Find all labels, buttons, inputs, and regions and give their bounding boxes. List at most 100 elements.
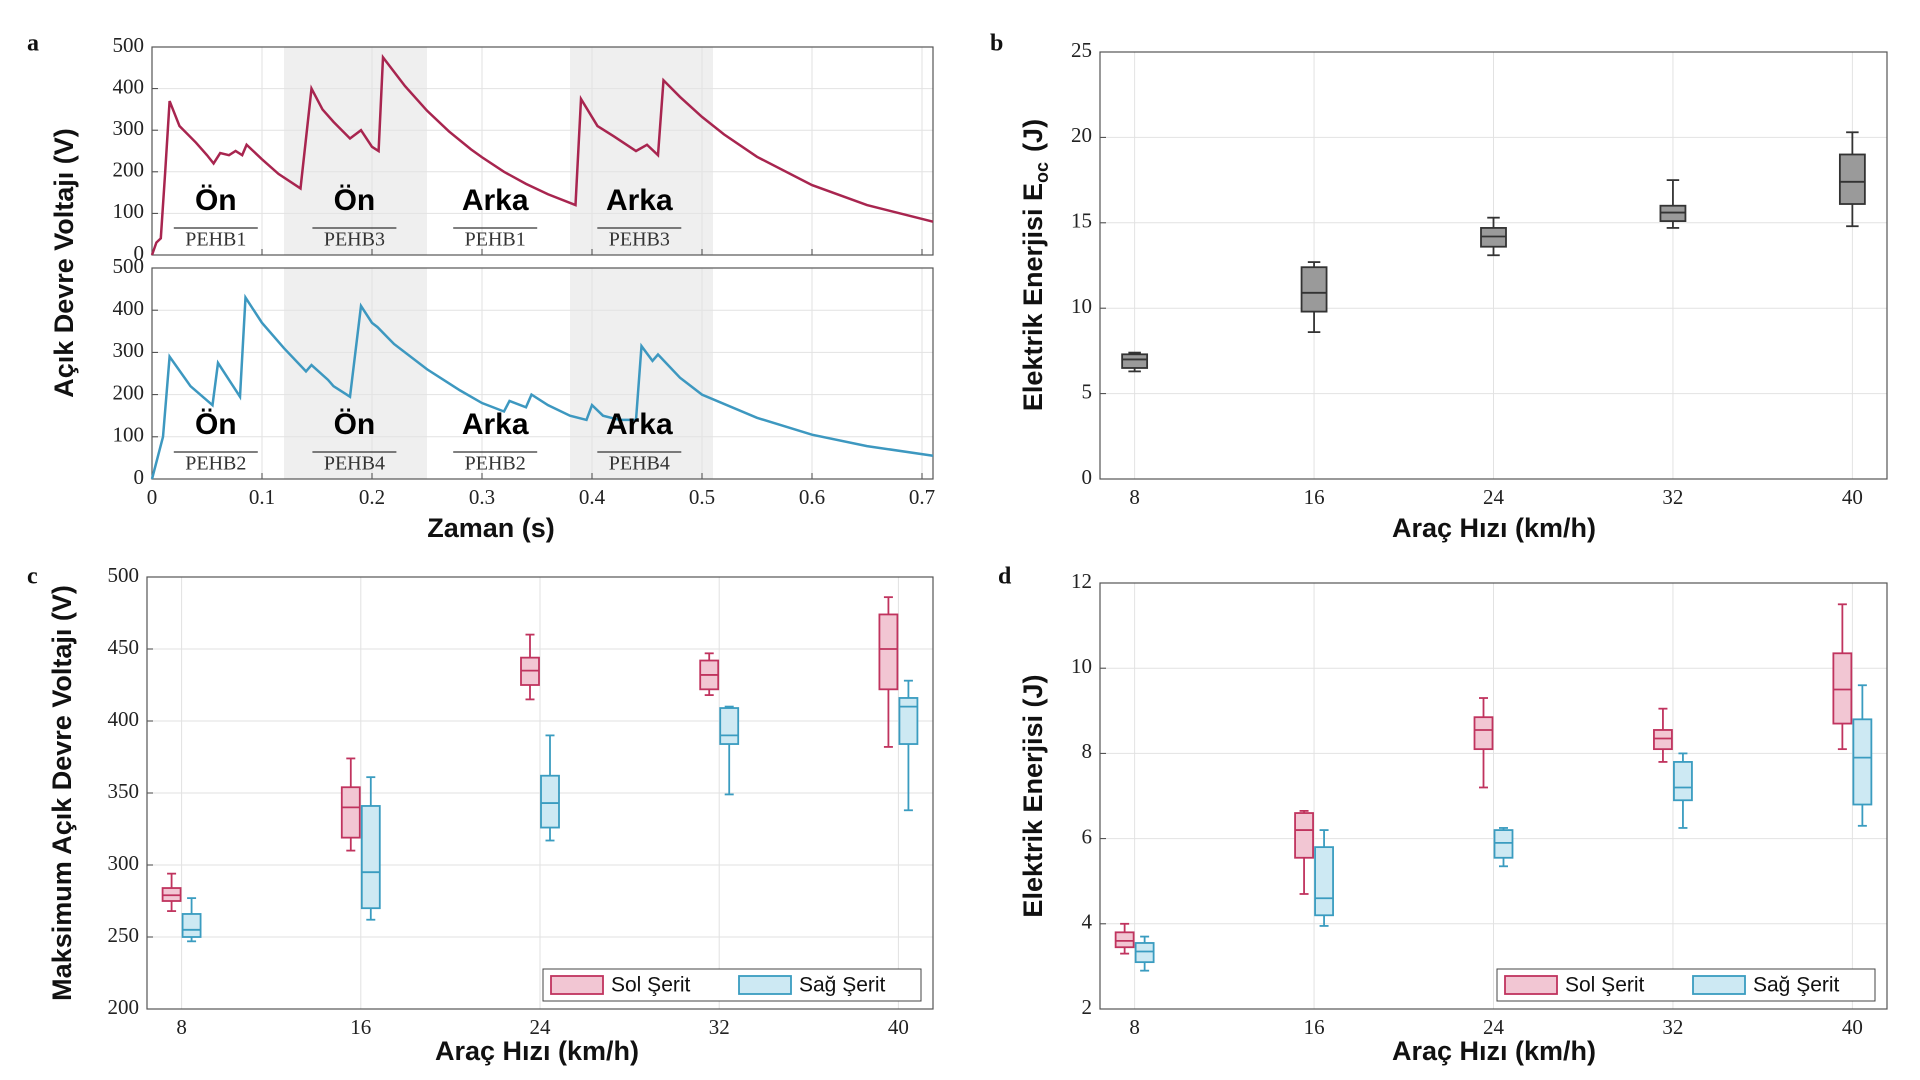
box: [1838, 153, 1866, 205]
y-axis-label-text: Açık Devre Voltajı (V): [49, 128, 79, 398]
y-tick-label: 300: [113, 116, 145, 140]
x-tick-label: 32: [709, 1015, 730, 1039]
y-tick-label: 300: [113, 338, 145, 362]
box: [898, 697, 919, 745]
annotation-sublabel: PEHB4: [324, 453, 385, 475]
annotation-label: Ön: [334, 184, 376, 217]
box: [1121, 353, 1149, 369]
y-tick-label: 10: [1071, 294, 1092, 318]
y-tick-label: 500: [108, 563, 140, 587]
y-axis-label-sub: oc: [1032, 162, 1052, 183]
annotation-label: Ön: [195, 408, 237, 441]
box: [1473, 716, 1494, 751]
annotation-label: Ön: [334, 408, 376, 441]
box: [1493, 829, 1514, 859]
voltage-line: [150, 293, 934, 480]
box: [1673, 761, 1693, 802]
legend-label: Sol Şerit: [1565, 974, 1645, 997]
y-tick-label: 100: [113, 423, 145, 447]
x-tick-label: 16: [1304, 485, 1325, 509]
x-tick-label: 0.5: [689, 485, 715, 509]
box: [360, 805, 381, 910]
box: [1134, 942, 1155, 964]
x-tick-label: 0.7: [909, 485, 935, 509]
annotation-label: Ön: [195, 184, 237, 217]
x-tick-label: 24: [530, 1015, 552, 1039]
panel-label: c: [27, 564, 38, 590]
annotation-label: Arka: [606, 408, 673, 441]
y-axis-label: Elektrik Enerjisi Eoc (J): [1018, 119, 1052, 411]
legend-label: Sağ Şerit: [799, 974, 886, 997]
box: [1653, 729, 1673, 751]
x-tick-label: 8: [1129, 485, 1140, 509]
y-tick-label: 0: [134, 465, 145, 489]
annotation-sublabel: PEHB1: [465, 229, 526, 251]
x-axis-label: Araç Hızı (km/h): [1392, 513, 1596, 543]
box: [340, 786, 361, 839]
y-tick-label: 350: [108, 779, 140, 803]
y-tick-label: 6: [1082, 824, 1093, 848]
voltage-line: [150, 53, 934, 256]
box: [1294, 812, 1314, 859]
shaded-band: [284, 268, 427, 479]
y-tick-label: 400: [108, 707, 140, 731]
box: [1300, 266, 1328, 313]
annotation-label: Arka: [462, 184, 529, 217]
x-tick-label: 40: [1842, 485, 1863, 509]
annotation-sublabel: PEHB2: [185, 453, 246, 475]
x-tick-label: 40: [888, 1015, 909, 1039]
box: [719, 707, 740, 745]
legend-label: Sağ Şerit: [1753, 974, 1840, 997]
annotation-sublabel: PEHB2: [465, 453, 526, 475]
x-tick-label: 0.4: [579, 485, 606, 509]
axes-frame: [146, 576, 934, 1010]
x-tick-label: 40: [1842, 1015, 1863, 1039]
box: [1852, 718, 1873, 806]
annotation-sublabel: PEHB3: [324, 229, 385, 251]
box: [1114, 931, 1135, 949]
legend-swatch: [1504, 975, 1558, 995]
y-tick-label: 450: [108, 635, 140, 659]
x-tick-label: 0.6: [799, 485, 825, 509]
x-tick-label: 0.3: [469, 485, 495, 509]
y-tick-label: 5: [1082, 379, 1093, 403]
panel-label: d: [998, 564, 1012, 590]
x-tick-label: 8: [1129, 1015, 1140, 1039]
legend-swatch: [1692, 975, 1746, 995]
y-axis-label-text: Maksimum Açık Devre Voltajı (V): [47, 585, 77, 1001]
legend-swatch: [738, 975, 792, 995]
legend-box: [542, 968, 922, 1002]
y-tick-label: 12: [1071, 569, 1092, 593]
annotation-sublabel: PEHB1: [185, 229, 246, 251]
y-tick-label: 200: [108, 995, 140, 1019]
annotation-sublabel: PEHB4: [609, 453, 670, 475]
axes-frame: [1099, 51, 1888, 480]
y-tick-label: 300: [108, 851, 140, 875]
y-axis-label-text: Elektrik Enerjisi E: [1018, 183, 1048, 411]
annotation-sublabel: PEHB3: [609, 229, 670, 251]
x-tick-label: 32: [1662, 485, 1683, 509]
y-tick-label: 0: [134, 241, 145, 265]
panel-label: b: [990, 31, 1003, 57]
x-tick-label: 32: [1662, 1015, 1683, 1039]
x-tick-label: 0.2: [359, 485, 385, 509]
box: [181, 913, 202, 938]
x-tick-label: 16: [1304, 1015, 1325, 1039]
x-axis-label: Zaman (s): [427, 513, 555, 543]
box: [540, 774, 560, 829]
x-tick-label: 8: [176, 1015, 187, 1039]
y-tick-label: 8: [1082, 739, 1093, 763]
x-tick-label: 0: [147, 485, 158, 509]
axes-frame: [1099, 582, 1888, 1010]
y-tick-label: 200: [113, 158, 145, 182]
axes-frame: [151, 46, 934, 256]
y-tick-label: 20: [1071, 123, 1092, 147]
y-tick-label: 400: [113, 296, 145, 320]
y-tick-label: 250: [108, 923, 140, 947]
y-tick-label: 100: [113, 199, 145, 223]
y-tick-label: 2: [1082, 995, 1093, 1019]
y-tick-label: 500: [113, 33, 145, 57]
box: [1832, 652, 1853, 725]
x-tick-label: 16: [350, 1015, 371, 1039]
x-tick-label: 0.1: [249, 485, 275, 509]
